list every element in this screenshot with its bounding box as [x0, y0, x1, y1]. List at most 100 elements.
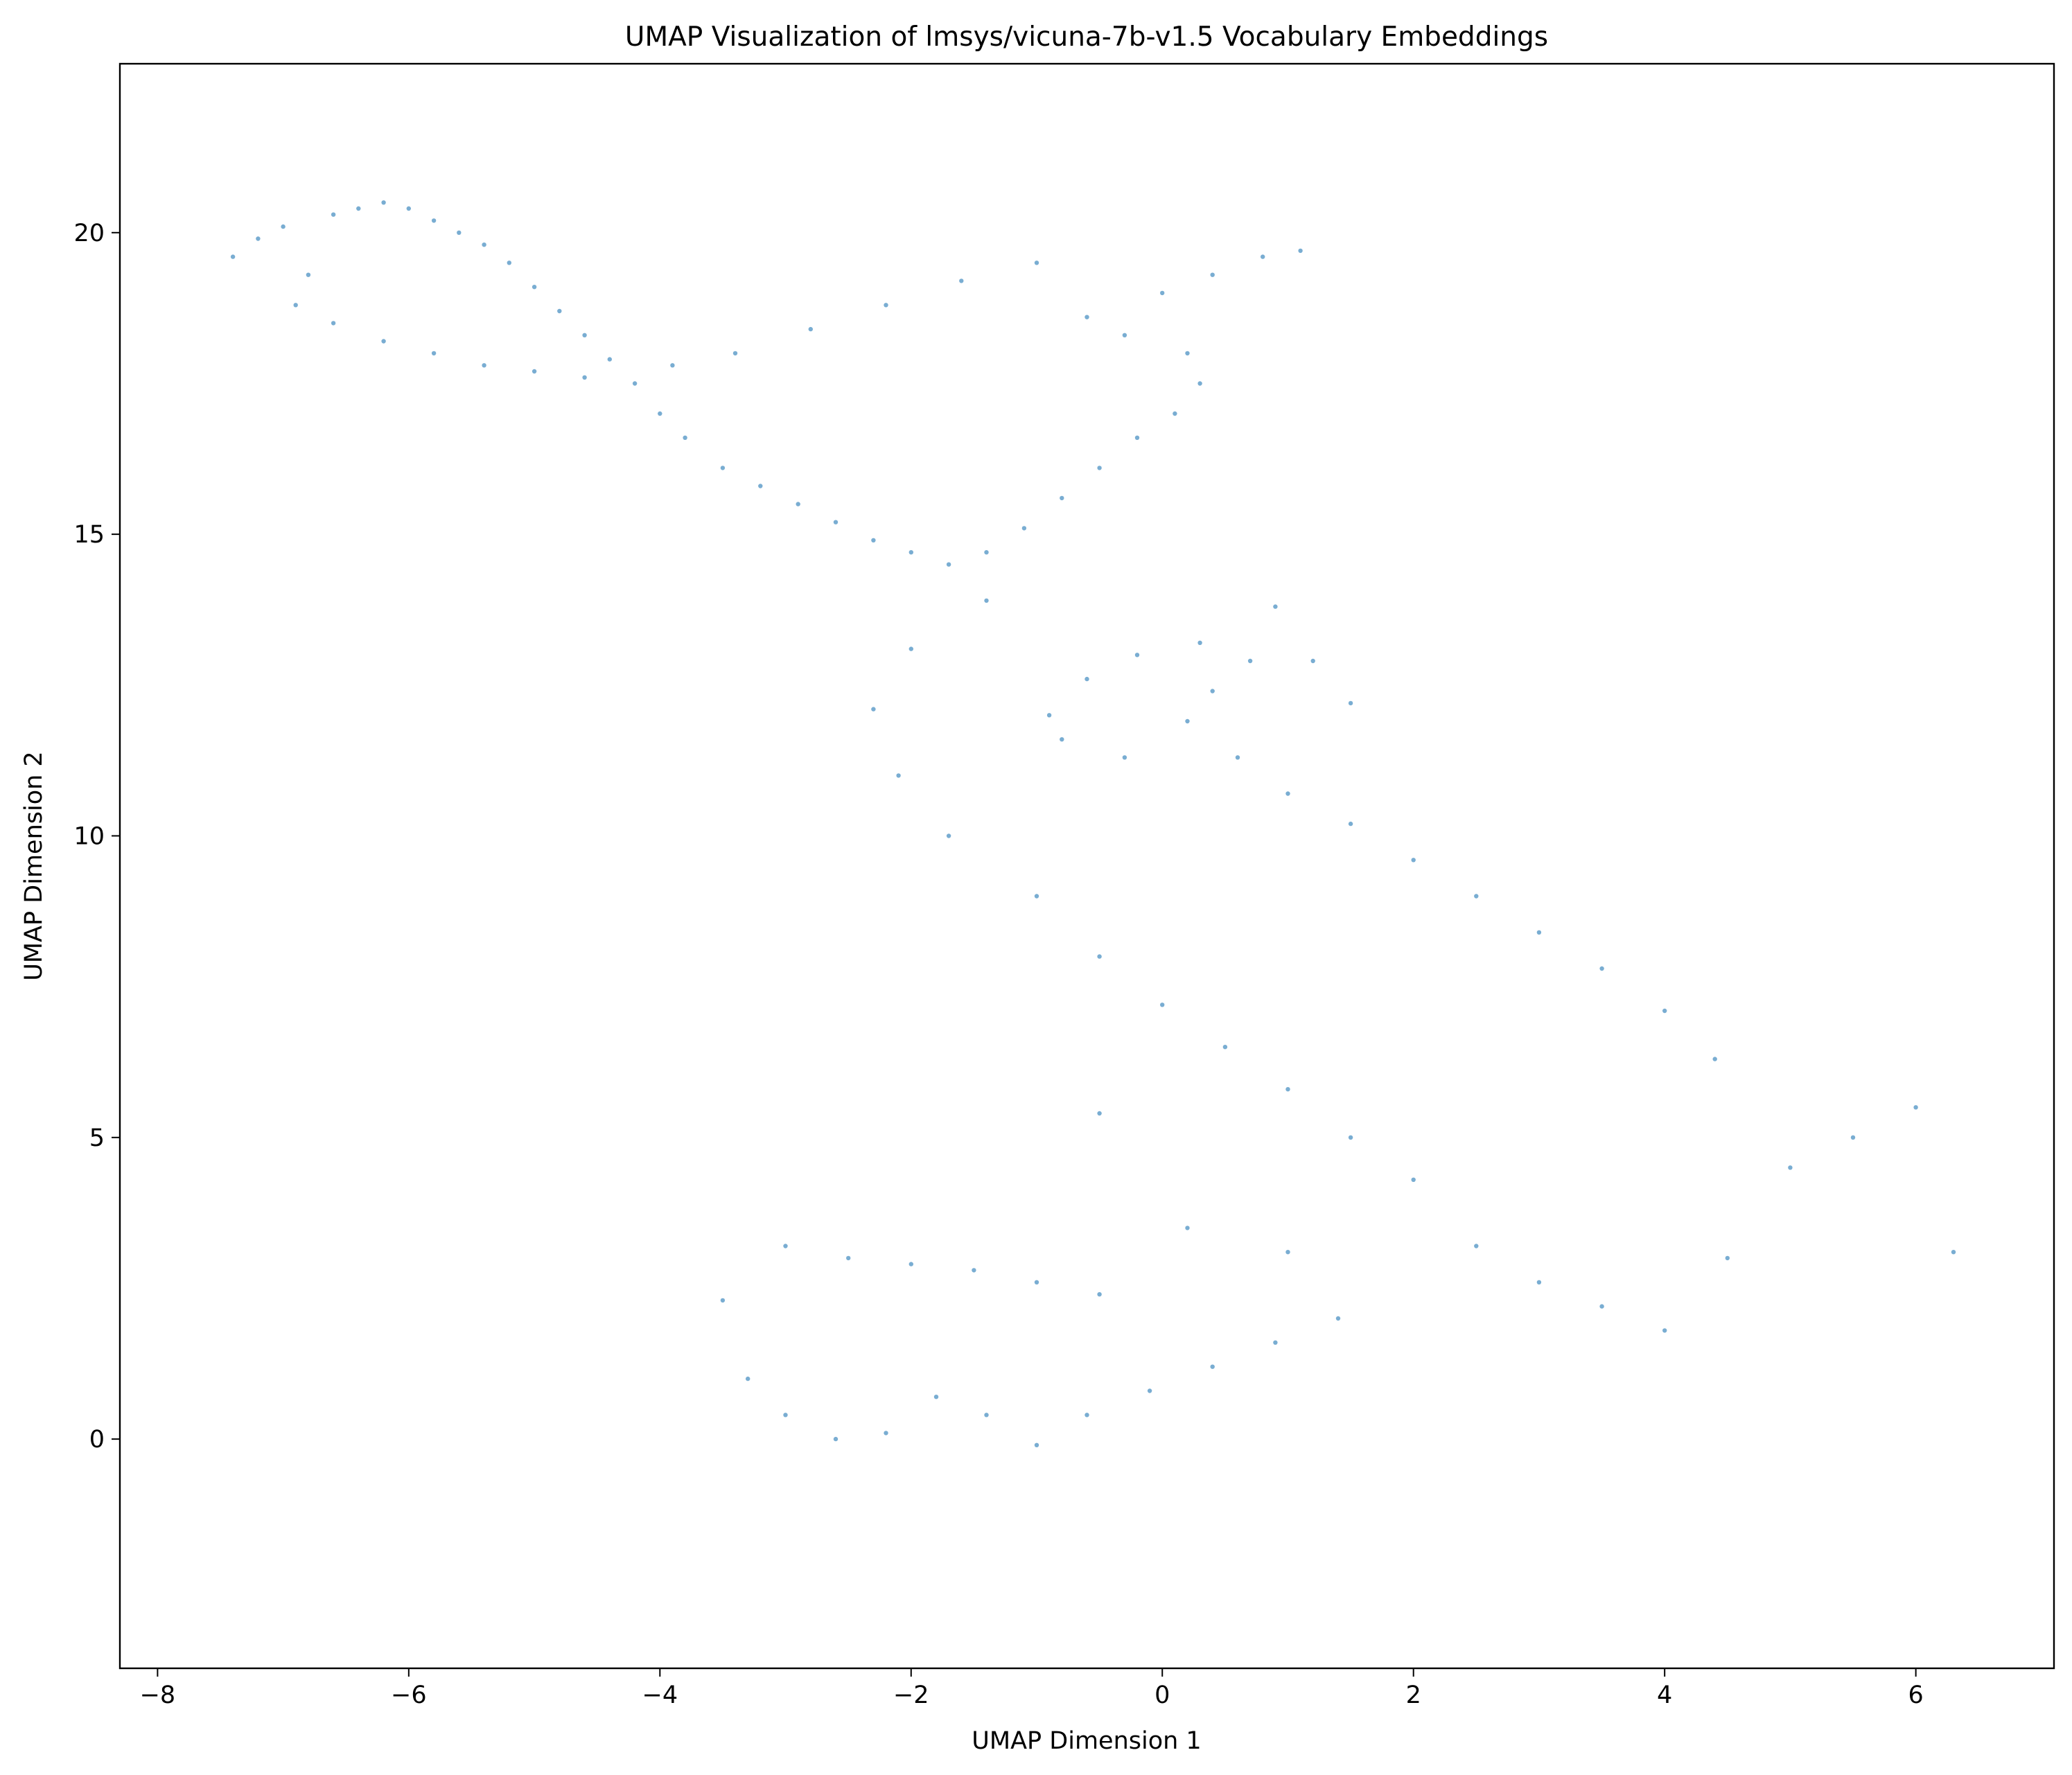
chart-title: UMAP Visualization of lmsys/vicuna-7b-v1… [625, 21, 1548, 53]
data-point [1273, 604, 1278, 609]
data-point [1210, 1364, 1215, 1369]
data-point [1725, 1255, 1730, 1261]
data-point [482, 242, 486, 247]
data-point [1122, 755, 1127, 760]
data-point [984, 598, 989, 603]
data-point [406, 206, 411, 211]
data-point [746, 1376, 750, 1381]
data-point [683, 435, 687, 440]
x-tick-label: −6 [391, 1681, 427, 1709]
data-point [1222, 1045, 1228, 1050]
data-point [1335, 1316, 1341, 1321]
data-point [1536, 930, 1542, 935]
data-point [482, 363, 486, 368]
x-tick-label: −8 [140, 1681, 176, 1709]
data-point [1712, 1057, 1717, 1061]
data-point [1185, 351, 1190, 356]
data-point [946, 833, 951, 838]
data-point [1348, 821, 1353, 827]
data-point [1197, 381, 1202, 386]
data-point [607, 357, 612, 362]
data-point [1134, 435, 1140, 440]
data-point [984, 550, 989, 555]
data-point [1147, 1388, 1152, 1393]
data-point [1348, 700, 1353, 706]
data-point [959, 279, 964, 283]
data-point [1411, 858, 1416, 863]
data-point [1085, 315, 1089, 319]
data-point [1474, 894, 1479, 899]
data-point [871, 707, 876, 712]
data-point [1285, 1087, 1290, 1092]
data-point [808, 326, 814, 332]
y-tick-label: 0 [89, 1426, 105, 1454]
data-point [1662, 1328, 1667, 1333]
x-tick-label: 4 [1657, 1681, 1672, 1709]
data-point [331, 212, 336, 217]
data-point [1021, 526, 1027, 531]
data-point [1474, 1244, 1479, 1248]
data-point [1788, 1165, 1793, 1170]
data-point [431, 218, 437, 223]
data-point [1097, 1292, 1102, 1297]
data-point [381, 339, 386, 344]
data-point [1235, 755, 1240, 760]
data-point [457, 230, 462, 235]
x-tick-label: 2 [1406, 1681, 1421, 1709]
data-point [1210, 272, 1215, 277]
data-point [1160, 290, 1165, 296]
data-point [670, 363, 675, 368]
data-point [507, 260, 511, 265]
data-points [230, 200, 1956, 1447]
x-axis-ticks: −8 −6 −4 −2 0 2 4 6 [140, 1668, 1924, 1709]
data-point [356, 206, 361, 211]
data-point [1210, 689, 1215, 694]
data-point [1411, 1177, 1416, 1183]
data-point [582, 375, 587, 380]
data-point [1247, 658, 1253, 664]
data-point [1913, 1105, 1918, 1110]
data-point [331, 321, 336, 326]
data-point [1285, 1250, 1290, 1255]
data-point [306, 272, 311, 277]
data-point [1285, 791, 1290, 796]
data-point [1261, 254, 1265, 259]
data-point [381, 200, 386, 205]
data-point [293, 303, 298, 308]
data-point [1662, 1008, 1667, 1014]
data-point [1034, 1442, 1039, 1447]
data-point [908, 646, 914, 651]
data-point [1097, 1111, 1102, 1116]
data-point [833, 1436, 839, 1442]
y-axis-ticks: 0 5 10 15 20 [73, 220, 120, 1454]
data-point [1060, 737, 1064, 742]
data-point [632, 381, 638, 386]
plot-frame [118, 62, 2055, 1670]
data-point [532, 285, 537, 290]
data-point [758, 484, 763, 488]
x-tick-label: −4 [642, 1681, 678, 1709]
data-point [1046, 713, 1052, 718]
data-point [908, 1262, 914, 1266]
data-point [896, 773, 901, 778]
data-point [846, 1255, 851, 1261]
data-point [732, 351, 738, 356]
data-point [972, 1268, 976, 1273]
y-tick-label: 10 [73, 822, 105, 850]
data-point [1160, 1003, 1165, 1007]
data-point [1085, 1413, 1089, 1418]
x-tick-label: 6 [1908, 1681, 1924, 1709]
data-point [933, 1395, 939, 1399]
data-point [658, 411, 662, 416]
data-point [1273, 1340, 1278, 1345]
data-point [984, 1413, 989, 1418]
data-point [1085, 676, 1089, 682]
y-axis-label: UMAP Dimension 2 [20, 751, 48, 980]
data-point [783, 1244, 788, 1248]
data-point [1185, 1226, 1190, 1230]
y-tick-label: 15 [73, 521, 105, 549]
data-point [796, 502, 800, 506]
data-point [1599, 1304, 1604, 1309]
data-point [720, 466, 726, 470]
